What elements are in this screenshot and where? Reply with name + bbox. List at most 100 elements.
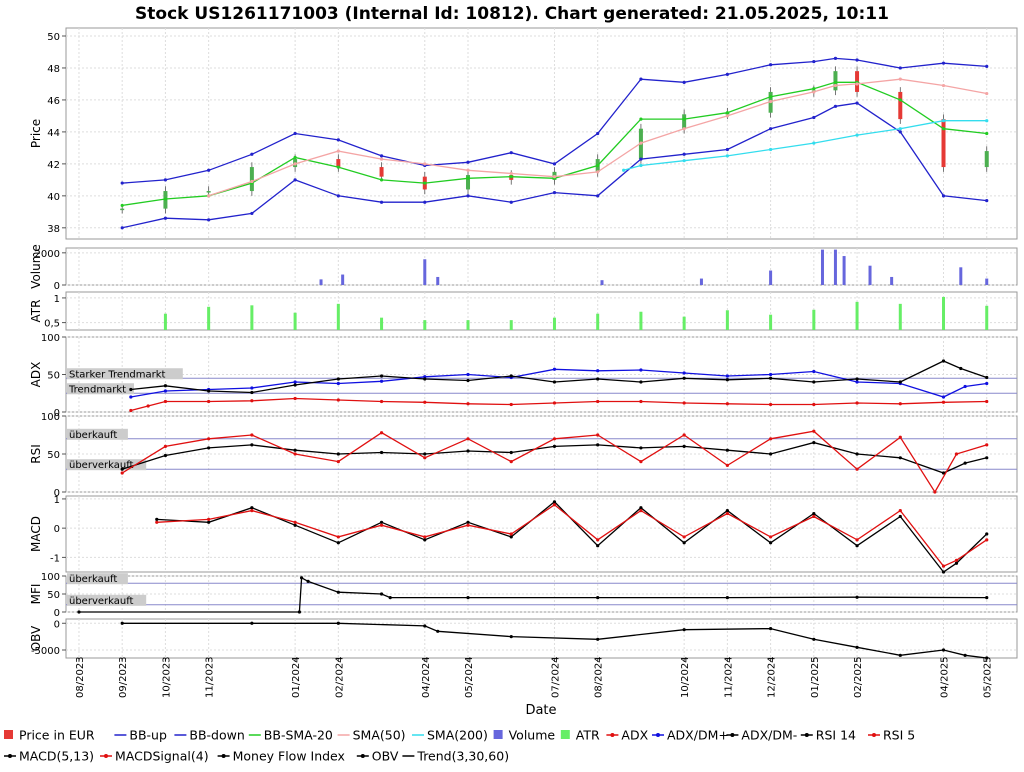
legend: Price in EUR BB-up BB-down BB-SMA-20 SMA(50)… <box>4 728 915 764</box>
x-tick-label: 07/2024 <box>550 656 561 698</box>
data-point-macd-5-13 <box>855 544 859 548</box>
data-point-bb-up <box>833 56 838 60</box>
data-point-adx-dm <box>941 359 946 363</box>
data-point-bb-down <box>509 200 513 204</box>
legend-item-sma-200: SMA(200) <box>412 728 488 743</box>
series-line-rsi-5 <box>121 430 987 494</box>
data-point-sma-50 <box>855 82 859 86</box>
data-point-adx <box>293 396 297 401</box>
legend-item-adx-dm: ADX/DM+ <box>652 728 729 743</box>
legend-label: Volume <box>509 728 556 743</box>
data-point-rsi-14 <box>963 461 967 465</box>
data-point-bb-sma-20 <box>293 155 297 160</box>
bar-volume <box>985 278 989 285</box>
series-volume <box>319 249 989 285</box>
data-point-adx-dm <box>379 379 384 383</box>
data-point-macd-5-13 <box>812 511 816 516</box>
data-point-adx-dm <box>336 381 340 386</box>
data-point-obv <box>509 635 513 639</box>
data-point-adx-dm <box>293 383 297 387</box>
data-point-rsi-5 <box>163 444 168 448</box>
data-point-adx <box>336 398 340 402</box>
bar-volume <box>833 249 837 285</box>
x-tick-label: 10/2024 <box>680 656 691 698</box>
data-point-bb-sma-20 <box>163 197 168 201</box>
series-money-flow-index <box>77 576 989 614</box>
adx-threshold-label: Starker Trendmarkt <box>69 369 166 380</box>
data-point-bb-up <box>769 63 773 67</box>
data-point-sma-200 <box>622 168 626 172</box>
mfi-threshold-label: überverkauft <box>69 596 134 607</box>
bar-atr <box>855 301 859 330</box>
rsi-threshold-label-bg <box>67 428 128 440</box>
data-point-rsi-5 <box>552 437 557 441</box>
series-line-bb-sma-20 <box>122 81 987 207</box>
data-point-sma-50 <box>207 194 211 198</box>
data-point-macdsignal-4 <box>682 535 686 539</box>
data-point-money-flow-index <box>299 576 304 580</box>
data-point-macd-5-13 <box>336 541 340 545</box>
x-tick-label: 05/2024 <box>464 656 475 698</box>
candle-body <box>898 91 903 120</box>
candle-body <box>336 159 341 168</box>
data-point-macdsignal-4 <box>250 509 254 513</box>
data-point-bb-up <box>207 168 211 172</box>
data-point-rsi-5 <box>682 433 686 437</box>
data-point-sma-200 <box>855 133 859 137</box>
x-axis-label: Date <box>525 703 556 718</box>
series-line-sma-200 <box>623 120 987 171</box>
data-point-adx <box>985 399 989 404</box>
data-point-bb-up <box>682 80 686 84</box>
data-point-adx-dm <box>379 374 384 378</box>
data-point-bb-sma-20 <box>941 127 946 131</box>
legend-item-adx-dm: ADX/DM- <box>726 728 797 743</box>
data-point-bb-up <box>120 181 124 185</box>
price-ytick-label: 44 <box>47 128 60 139</box>
bar-volume <box>600 280 604 285</box>
data-point-money-flow-index <box>336 590 340 594</box>
data-point-macd-5-13 <box>250 506 254 510</box>
rsi-panel: 0 50 100 RSI überkauft überverkauft <box>29 412 1018 499</box>
volume-ytick-label: 0 <box>54 281 60 292</box>
candle-body <box>206 191 211 193</box>
legend-swatch-dot <box>872 733 876 737</box>
legend-item-price-in-eur: Price in EUR <box>4 728 95 743</box>
data-point-rsi-5 <box>898 435 902 439</box>
data-point-obv <box>941 648 946 652</box>
price-ytick-label: 42 <box>47 160 60 171</box>
x-tick-label: 05/2025 <box>983 656 994 698</box>
data-point-sma-50 <box>336 149 340 153</box>
series-line-adx <box>130 397 987 412</box>
x-tick-label: 01/2025 <box>810 656 821 698</box>
data-point-rsi-5 <box>596 433 600 437</box>
data-point-macdsignal-4 <box>985 538 989 542</box>
data-point-obv <box>812 637 816 641</box>
data-point-bb-down <box>769 127 773 131</box>
series-line-adx-dm <box>130 368 987 398</box>
data-point-adx-dm <box>985 375 989 380</box>
data-point-obv <box>436 629 440 633</box>
data-point-adx-dm <box>423 377 427 381</box>
legend-swatch <box>560 730 570 739</box>
data-point-macdsignal-4 <box>855 538 859 542</box>
data-point-rsi-14 <box>812 441 816 445</box>
data-point-bb-sma-20 <box>596 163 600 168</box>
data-point-macd-5-13 <box>682 541 686 545</box>
data-point-money-flow-index <box>297 610 302 614</box>
data-point-rsi-14 <box>985 456 989 460</box>
series-adx <box>129 396 989 413</box>
data-point-macdsignal-4 <box>812 514 816 519</box>
data-point-bb-sma-20 <box>898 98 902 102</box>
legend-item-money-flow-index: Money Flow Index <box>217 749 345 764</box>
atr-ylabel: ATR <box>29 300 43 323</box>
candle-body <box>984 151 989 168</box>
data-point-rsi-14 <box>336 452 340 456</box>
data-point-bb-up <box>855 58 859 62</box>
data-point-bb-up <box>898 66 902 70</box>
data-point-adx-dm <box>898 380 902 384</box>
data-point-money-flow-index <box>379 592 384 596</box>
data-point-bb-down <box>833 104 838 108</box>
x-tick-label: 08/2023 <box>75 656 86 698</box>
volume-ylabel: Volume <box>29 244 43 289</box>
data-point-bb-sma-20 <box>379 178 384 182</box>
